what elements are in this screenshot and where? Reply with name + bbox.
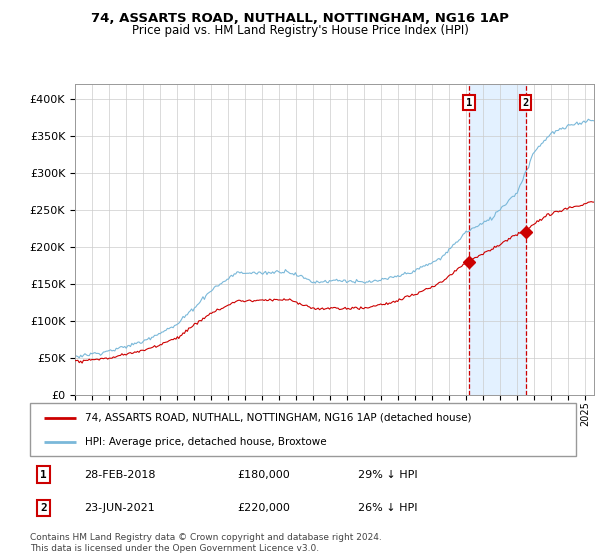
Text: 74, ASSARTS ROAD, NUTHALL, NOTTINGHAM, NG16 1AP: 74, ASSARTS ROAD, NUTHALL, NOTTINGHAM, N… — [91, 12, 509, 25]
Text: 29% ↓ HPI: 29% ↓ HPI — [358, 470, 417, 479]
Text: Contains HM Land Registry data © Crown copyright and database right 2024.
This d: Contains HM Land Registry data © Crown c… — [30, 533, 382, 553]
Text: £220,000: £220,000 — [238, 503, 290, 513]
Text: Price paid vs. HM Land Registry's House Price Index (HPI): Price paid vs. HM Land Registry's House … — [131, 24, 469, 37]
Text: 26% ↓ HPI: 26% ↓ HPI — [358, 503, 417, 513]
FancyBboxPatch shape — [30, 403, 576, 456]
Text: £180,000: £180,000 — [238, 470, 290, 479]
Bar — [469, 84, 526, 395]
Text: 74, ASSARTS ROAD, NUTHALL, NOTTINGHAM, NG16 1AP (detached house): 74, ASSARTS ROAD, NUTHALL, NOTTINGHAM, N… — [85, 413, 471, 423]
Text: 1: 1 — [40, 470, 47, 479]
Text: 2: 2 — [523, 97, 529, 108]
Text: 28-FEB-2018: 28-FEB-2018 — [85, 470, 156, 479]
Text: HPI: Average price, detached house, Broxtowe: HPI: Average price, detached house, Brox… — [85, 437, 326, 447]
Text: 2: 2 — [40, 503, 47, 513]
Text: 1: 1 — [466, 97, 472, 108]
Text: 23-JUN-2021: 23-JUN-2021 — [85, 503, 155, 513]
